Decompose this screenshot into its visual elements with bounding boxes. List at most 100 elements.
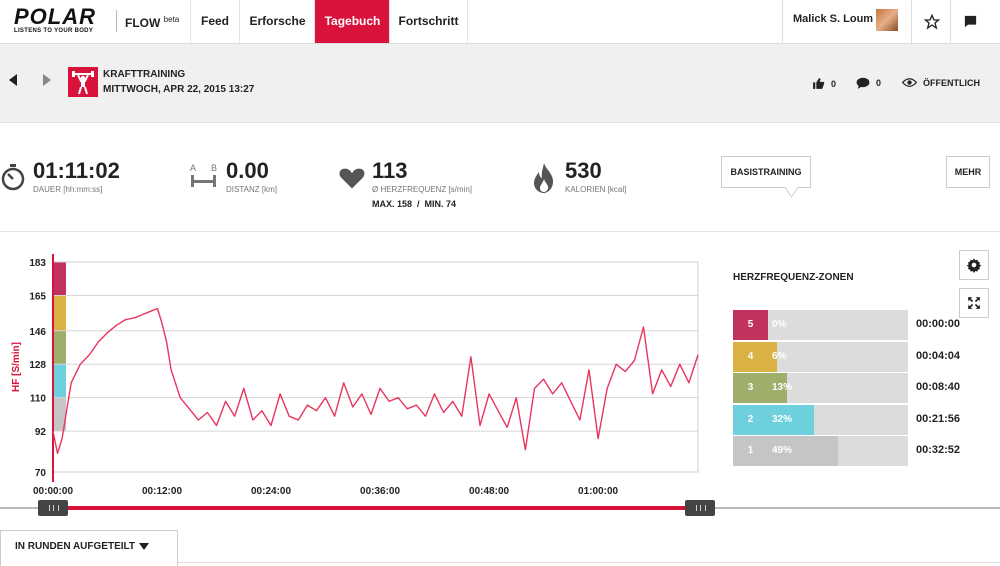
zone-row-5: 5 0% xyxy=(733,310,908,340)
comments-count: 0 xyxy=(876,78,882,88)
zone-bar-fill xyxy=(768,404,814,435)
y-tick-label: 128 xyxy=(29,360,46,371)
next-session-arrow-icon[interactable] xyxy=(43,74,51,86)
zone-band-5 xyxy=(53,262,66,296)
zone-number: 5 xyxy=(733,310,768,340)
bottom-divider xyxy=(178,562,1000,563)
duration-value: 01:11:02 xyxy=(33,158,120,183)
zone-bar-fill xyxy=(768,436,838,466)
zone-bar-fill xyxy=(768,341,777,372)
zone-percent: 32% xyxy=(772,413,793,425)
heart-rate-min-max: MAX. 158 / MIN. 74 xyxy=(372,199,457,209)
zone-percent: 13% xyxy=(772,382,793,393)
heart-icon xyxy=(339,168,365,189)
timeline-selected-range xyxy=(52,506,700,510)
nav-feed[interactable]: Feed xyxy=(190,0,239,43)
previous-session-arrow-icon[interactable] xyxy=(9,74,17,86)
x-tick-label: 00:36:00 xyxy=(360,486,400,495)
eye-icon xyxy=(902,78,917,87)
chat-icon xyxy=(964,15,976,28)
laps-dropdown[interactable]: IN RUNDEN AUFGETEILT xyxy=(0,530,178,566)
caret-down-icon xyxy=(139,542,149,550)
calories-value: 530 xyxy=(565,158,602,183)
distance-label: DISTANZ [km] xyxy=(226,185,277,194)
user-menu[interactable]: Malick S. Loum xyxy=(782,0,913,43)
sport-title: KRAFTTRAINING xyxy=(103,69,186,80)
flow-label: FLOW xyxy=(125,16,161,30)
chart-settings-button[interactable] xyxy=(959,250,989,280)
laps-dropdown-label: IN RUNDEN AUFGETEILT xyxy=(15,541,135,552)
favorites-button[interactable] xyxy=(911,0,952,43)
likes-count: 0 xyxy=(831,78,837,89)
y-tick-label: 165 xyxy=(29,291,46,302)
zone-time: 00:32:52 xyxy=(916,444,961,456)
heart-rate-chart[interactable]: 183 165 146 128 110 92 70 00:00:00 00:12:00 00:24… xyxy=(0,240,720,495)
zone-row-2: 2 32% xyxy=(733,404,908,435)
avg-heart-rate-label: Ø HERZFREQUENZ [s/min] xyxy=(372,185,473,194)
user-name: Malick S. Loum xyxy=(793,13,874,25)
zone-band-3 xyxy=(53,330,66,365)
gear-icon xyxy=(966,258,982,273)
plot-frame xyxy=(52,261,699,473)
comments[interactable]: 0 xyxy=(856,77,881,89)
avatar xyxy=(876,9,898,31)
zone-band-4 xyxy=(53,295,66,331)
distance-icon-a: A xyxy=(190,163,196,173)
section-divider xyxy=(0,231,1000,232)
weightlifter-glyph xyxy=(72,71,94,95)
nav-tagebuch[interactable]: Tagebuch xyxy=(314,0,390,43)
zone-time: 00:21:56 xyxy=(916,412,961,425)
zone-bar-track xyxy=(768,373,908,403)
zones-title: HERZFREQUENZ-ZONEN xyxy=(733,272,854,283)
y-tick-label: 146 xyxy=(29,327,46,338)
x-tick-label: 01:00:00 xyxy=(578,486,618,495)
zone-band-1 xyxy=(53,397,66,432)
zone-bar-track xyxy=(768,310,908,340)
x-tick-label: 00:24:00 xyxy=(251,486,291,495)
timeline-end-handle[interactable] xyxy=(685,500,715,516)
flame-icon xyxy=(534,163,554,193)
zone-number: 1 xyxy=(733,436,768,466)
zone-percent: 49% xyxy=(772,445,793,456)
x-tick-label: 00:00:00 xyxy=(33,486,73,495)
comment-icon xyxy=(856,77,870,89)
visibility[interactable]: ÖFFENTLICH xyxy=(902,77,980,88)
zone-number: 2 xyxy=(733,404,768,435)
zone-number: 3 xyxy=(733,373,768,403)
stopwatch-icon xyxy=(1,164,25,191)
visibility-label: ÖFFENTLICH xyxy=(923,77,980,88)
zone-bar-track xyxy=(768,341,908,372)
strength-training-icon xyxy=(68,67,98,97)
distance-value: 0.00 xyxy=(226,158,269,183)
zone-bar-fill xyxy=(768,373,787,403)
zone-percent: 6% xyxy=(772,350,787,362)
zone-row-1: 1 49% xyxy=(733,436,908,466)
zone-band-2 xyxy=(53,364,66,398)
zone-row-3: 3 13% xyxy=(733,373,908,403)
session-header: KRAFTTRAINING MITTWOCH, APR 22, 2015 13:… xyxy=(0,44,1000,123)
zone-number: 4 xyxy=(733,341,768,372)
likes[interactable]: 0 xyxy=(812,77,836,90)
y-axis-label: HF [S/min] xyxy=(11,342,22,392)
training-benefit-button[interactable]: BASISTRAINING xyxy=(721,156,811,188)
more-button[interactable]: MEHR xyxy=(946,156,990,188)
timeline-start-handle[interactable] xyxy=(38,500,68,516)
flow-beta: beta xyxy=(163,15,180,24)
nav-fortschritt[interactable]: Fortschritt xyxy=(389,0,468,43)
logo-text: POLAR xyxy=(14,4,96,29)
y-tick-label: 183 xyxy=(29,258,46,269)
polar-logo[interactable]: POLAR LISTENS TO YOUR BODY xyxy=(14,4,110,37)
zone-row-4: 4 6% xyxy=(733,341,908,372)
y-tick-label: 70 xyxy=(35,468,47,479)
avg-heart-rate-value: 113 xyxy=(372,158,408,183)
thumbs-up-icon xyxy=(813,78,825,89)
x-tick-label: 00:12:00 xyxy=(142,486,182,495)
zone-percent: 0% xyxy=(772,319,787,330)
expand-icon xyxy=(968,297,980,309)
flow-brand: FLOW beta xyxy=(116,10,179,32)
distance-icon: A B xyxy=(190,163,217,187)
fullscreen-button[interactable] xyxy=(959,288,989,318)
y-tick-label: 92 xyxy=(35,427,47,438)
messages-button[interactable] xyxy=(950,0,989,43)
nav-erforsche[interactable]: Erforsche xyxy=(239,0,315,43)
